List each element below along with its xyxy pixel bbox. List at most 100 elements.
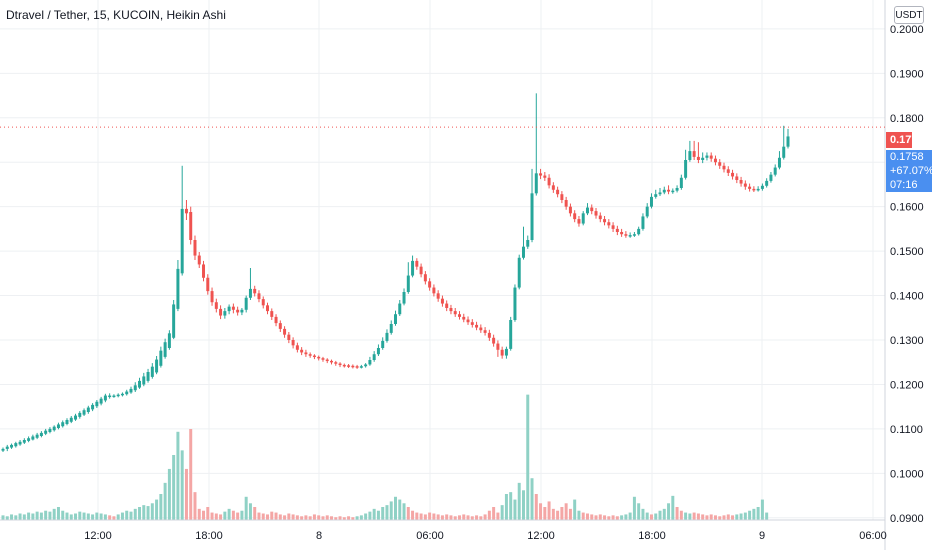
volume-bar <box>1 515 5 520</box>
grid <box>0 0 885 520</box>
volume-bar <box>197 508 201 520</box>
volume-bar <box>679 510 683 520</box>
candle-body <box>317 356 321 359</box>
volume-bar <box>368 511 372 520</box>
time-axis[interactable]: 12:00 18:00 8 06:00 12:00 18:00 9 06:00 <box>0 519 887 542</box>
volume-bar <box>568 508 572 520</box>
candle-body <box>487 332 491 338</box>
price-tick-label: 0.1500 <box>890 246 924 258</box>
candle-body <box>692 151 696 157</box>
volume-bar <box>14 515 18 520</box>
candle-body <box>731 172 735 177</box>
volume-bar <box>56 507 60 520</box>
volume-bar <box>705 515 709 520</box>
volume-bar <box>445 514 449 520</box>
candle-body <box>155 359 159 373</box>
volume-bar <box>206 507 210 520</box>
candle-body <box>607 222 611 226</box>
volume-bar <box>189 429 193 520</box>
volume-bar <box>573 499 577 520</box>
candle-body <box>214 302 218 309</box>
candle-body <box>568 206 572 214</box>
candles <box>1 93 790 452</box>
candle-body <box>180 208 184 274</box>
volume-bar <box>295 515 299 520</box>
volume-bar <box>449 515 453 520</box>
candle-body <box>278 323 282 329</box>
volume-bar <box>82 512 86 520</box>
volume-bar <box>551 508 555 520</box>
candle-body <box>470 322 474 325</box>
candle-body <box>526 240 530 247</box>
volume-bar <box>61 510 65 520</box>
candle-body <box>347 365 351 367</box>
volume-bar <box>607 516 611 520</box>
candle-body <box>585 207 589 214</box>
volume-bar <box>415 512 419 520</box>
candle-body <box>133 385 137 391</box>
volume-bar <box>266 514 270 520</box>
candle-body <box>777 157 781 168</box>
volume-bar <box>432 513 436 520</box>
volume-bar <box>48 511 52 520</box>
volume-bar <box>500 505 504 520</box>
candle-body <box>590 207 594 212</box>
price-tick-label: 0.1200 <box>890 379 924 391</box>
candle-body <box>103 395 107 401</box>
candle-body <box>577 219 581 224</box>
volume-bar <box>244 496 248 520</box>
candle-body <box>466 319 470 323</box>
candle-body <box>449 308 453 312</box>
volume-bar <box>133 508 137 520</box>
candle-body <box>667 189 671 192</box>
candle-body <box>637 228 641 235</box>
volume-bar <box>330 516 333 520</box>
candle-body <box>556 189 560 195</box>
candle-body <box>219 308 223 316</box>
volume-bar <box>748 510 752 520</box>
volume-bar <box>731 515 735 520</box>
candle-body <box>688 151 692 160</box>
candle-body <box>359 366 363 368</box>
volume-bar <box>517 482 521 520</box>
candle-body <box>146 372 150 381</box>
candle-body <box>594 211 598 216</box>
candle-body <box>257 293 261 300</box>
candle-body <box>547 177 551 186</box>
candle-body <box>27 438 31 441</box>
candle-body <box>543 175 547 178</box>
time-tick-label: 06:00 <box>416 530 444 542</box>
volume-bar <box>492 507 496 520</box>
current-price: 0.1758 <box>890 151 924 163</box>
candle-body <box>735 176 739 180</box>
candle-body <box>287 334 291 340</box>
candle-body <box>291 340 295 346</box>
candle-body <box>462 316 466 320</box>
volume-bar <box>428 512 432 520</box>
price-tick-label: 0.1100 <box>890 424 923 436</box>
candle-body <box>641 216 645 229</box>
volume-bar <box>598 514 602 520</box>
candle-body <box>283 328 287 335</box>
candle-body <box>300 349 304 353</box>
volume-bar <box>129 511 133 520</box>
price-tick-label: 0.1900 <box>890 68 924 80</box>
volume-bar <box>300 516 304 520</box>
candle-body <box>739 180 743 184</box>
candle-body <box>696 156 700 160</box>
volume-bar <box>577 510 581 520</box>
candle-body <box>330 360 333 363</box>
currency-button[interactable]: USDT <box>894 6 924 24</box>
candle-body <box>231 306 235 310</box>
volume-bar <box>632 496 636 520</box>
volume-bar <box>667 503 671 520</box>
candle-body <box>189 212 193 240</box>
volume-bar <box>381 507 385 520</box>
volume-bar <box>184 468 188 520</box>
volume-bar <box>743 512 747 520</box>
volume-bar <box>423 514 427 520</box>
time-tick-label: 18:00 <box>638 530 666 542</box>
volume-bar <box>692 512 696 520</box>
